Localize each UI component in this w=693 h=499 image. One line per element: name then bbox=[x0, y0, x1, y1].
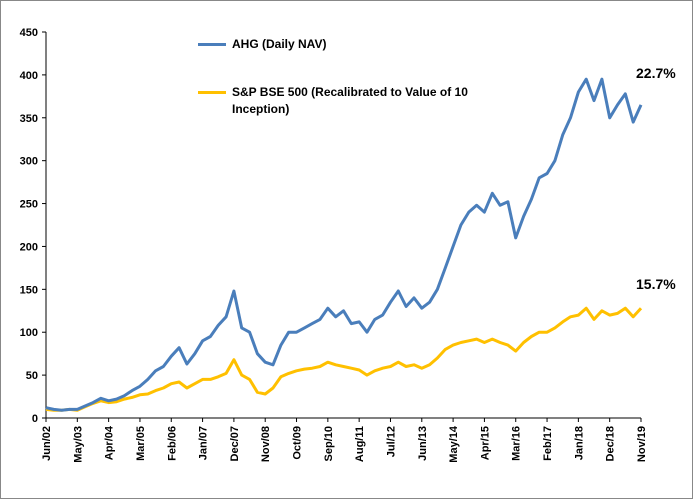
y-tick-label: 200 bbox=[20, 241, 38, 253]
x-tick-label: Aug/11 bbox=[354, 426, 366, 462]
y-tick-label: 450 bbox=[20, 27, 38, 39]
x-tick-label: Feb/06 bbox=[166, 426, 178, 461]
y-tick-label: 0 bbox=[32, 413, 38, 425]
y-tick-label: 350 bbox=[20, 113, 38, 125]
y-tick-label: 100 bbox=[20, 327, 38, 339]
x-tick-label: Jun/13 bbox=[417, 426, 429, 461]
end-annotation: 15.7% bbox=[636, 276, 676, 292]
x-tick-label: Jul/12 bbox=[385, 426, 397, 457]
legend-swatch bbox=[198, 91, 226, 94]
y-tick-label: 150 bbox=[20, 284, 38, 296]
x-tick-label: Apr/04 bbox=[104, 425, 116, 460]
legend-item: AHG (Daily NAV) bbox=[198, 36, 518, 53]
y-tick-label: 300 bbox=[20, 156, 38, 168]
end-annotation: 22.7% bbox=[636, 65, 676, 81]
x-tick-label: Dec/18 bbox=[605, 426, 617, 461]
x-tick-label: Feb/17 bbox=[542, 426, 554, 461]
x-tick-label: May/03 bbox=[72, 426, 84, 463]
x-tick-label: Dec/07 bbox=[229, 426, 241, 461]
legend-item: S&P BSE 500 (Recalibrated to Value of 10… bbox=[198, 84, 518, 118]
y-tick-label: 50 bbox=[26, 370, 38, 382]
x-tick-label: Nov/08 bbox=[260, 426, 272, 462]
x-tick-label: Sep/10 bbox=[323, 426, 335, 461]
x-tick-label: Nov/19 bbox=[636, 426, 648, 462]
x-tick-label: Mar/16 bbox=[511, 426, 523, 461]
y-tick-label: 400 bbox=[20, 70, 38, 82]
x-tick-label: Jan/07 bbox=[198, 426, 210, 460]
x-tick-label: Mar/05 bbox=[135, 426, 147, 461]
x-tick-label: Oct/09 bbox=[292, 426, 304, 460]
x-tick-label: Jun/02 bbox=[41, 426, 53, 461]
x-tick-label: May/14 bbox=[448, 425, 460, 463]
legend-label: S&P BSE 500 (Recalibrated to Value of 10… bbox=[232, 85, 468, 116]
legend-swatch bbox=[198, 43, 226, 46]
series-line bbox=[45, 77, 643, 412]
x-tick-label: Apr/15 bbox=[479, 426, 491, 460]
x-tick-label: Jan/18 bbox=[573, 426, 585, 460]
y-tick-label: 250 bbox=[20, 199, 38, 211]
legend-label: AHG (Daily NAV) bbox=[232, 37, 327, 51]
series-line bbox=[45, 306, 643, 412]
